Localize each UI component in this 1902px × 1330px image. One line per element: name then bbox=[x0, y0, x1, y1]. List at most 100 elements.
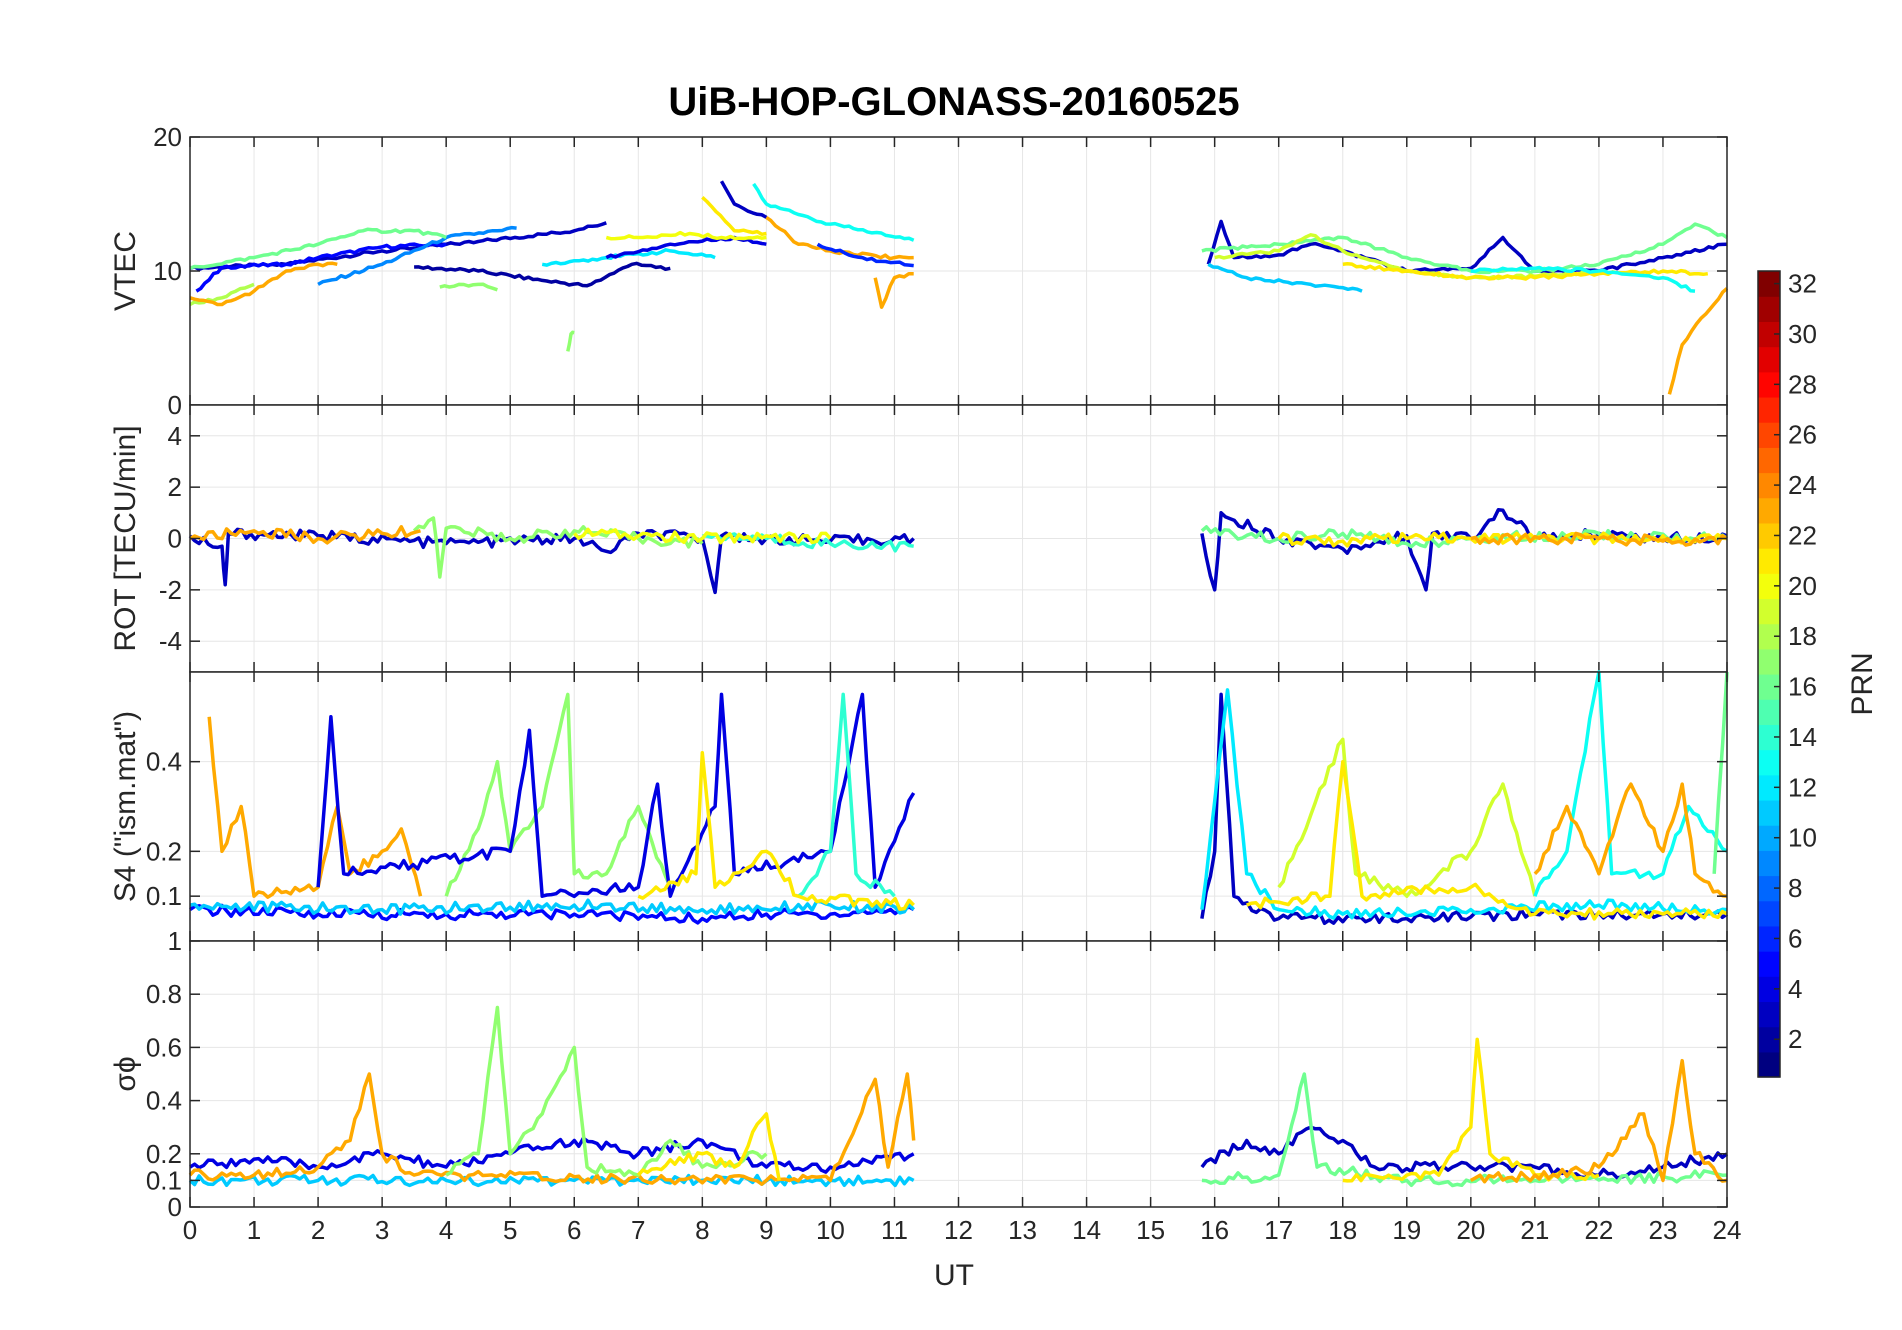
series-prn-21 bbox=[1246, 759, 1728, 921]
series-prn-21 bbox=[1342, 262, 1709, 281]
series-prn-23 bbox=[873, 271, 914, 309]
series-prn-13 bbox=[752, 182, 915, 242]
y-tick-label: 0.2 bbox=[146, 1139, 182, 1169]
y-axis-label: σϕ bbox=[109, 1056, 142, 1091]
series-prn-4 bbox=[189, 1136, 915, 1174]
series-prn-21 bbox=[701, 196, 767, 237]
series-prn-23 bbox=[765, 215, 914, 261]
colorbar-band-prn-1 bbox=[1758, 1051, 1780, 1078]
y-tick-label: 0.1 bbox=[146, 1165, 182, 1195]
series-prn-18 bbox=[189, 282, 255, 307]
x-tick-label: 5 bbox=[503, 1215, 517, 1245]
colorbar-band-prn-2 bbox=[1758, 1026, 1780, 1053]
panel-sigma_phi: 0 1 2 3 4 5 6 7 8 9 10 11 12 13 14 15 16 17 18 19 20 21 22 23 24… bbox=[109, 926, 1741, 1245]
series-prn-13 bbox=[1533, 670, 1728, 897]
series-prn-23 bbox=[1469, 1058, 1728, 1184]
series-prn-16 bbox=[1201, 1072, 1728, 1188]
x-tick-label: 13 bbox=[1008, 1215, 1037, 1245]
colorbar-band-prn-5 bbox=[1758, 951, 1780, 977]
x-tick-label: 10 bbox=[816, 1215, 845, 1245]
y-axis-label: VTEC bbox=[109, 231, 142, 311]
y-axis-label: ROT [TECU/min] bbox=[109, 425, 142, 651]
y-tick-label: -4 bbox=[159, 626, 182, 656]
colorbar-band-prn-14 bbox=[1758, 724, 1780, 751]
series-prn-23 bbox=[207, 716, 423, 899]
series-prn-6 bbox=[816, 242, 914, 268]
y-tick-label: -2 bbox=[159, 575, 182, 605]
colorbar-band-prn-28 bbox=[1758, 371, 1780, 398]
series-prn-9 bbox=[317, 225, 517, 286]
series-prn-4 bbox=[316, 692, 916, 899]
y-tick-label: 0.6 bbox=[146, 1032, 182, 1062]
y-tick-label: 0.2 bbox=[146, 836, 182, 866]
y-tick-label: 4 bbox=[168, 421, 182, 451]
x-tick-label: 11 bbox=[881, 1215, 908, 1245]
series-prn-13 bbox=[1470, 265, 1696, 293]
x-tick-label: 9 bbox=[759, 1215, 773, 1245]
series-prn-23 bbox=[1470, 531, 1728, 547]
series-prn-17 bbox=[566, 330, 575, 352]
series-prn-16 bbox=[189, 227, 447, 270]
series-prn-11 bbox=[189, 898, 916, 916]
series-prn-17 bbox=[445, 1005, 768, 1178]
series-prn-17 bbox=[444, 692, 672, 897]
colorbar-band-prn-27 bbox=[1758, 396, 1780, 423]
series-prn-2 bbox=[414, 261, 671, 288]
colorbar-band-prn-29 bbox=[1758, 346, 1780, 373]
x-tick-label: 19 bbox=[1392, 1215, 1421, 1245]
colorbar-tick-label: 18 bbox=[1788, 621, 1817, 651]
y-axis-label: S4 ("ism.mat") bbox=[109, 711, 142, 902]
colorbar-label: PRN bbox=[1846, 652, 1879, 715]
x-tick-label: 4 bbox=[439, 1215, 453, 1245]
colorbar-tick-label: 12 bbox=[1788, 772, 1817, 802]
colorbar-tick-label: 32 bbox=[1788, 269, 1817, 299]
colorbar-band-prn-6 bbox=[1758, 925, 1780, 952]
series-prn-3 bbox=[188, 527, 915, 595]
colorbar-band-prn-9 bbox=[1758, 850, 1780, 877]
series-prn-21 bbox=[637, 1112, 781, 1181]
chart-title: UiB-HOP-GLONASS-20160525 bbox=[668, 80, 1239, 124]
colorbar-tick-label: 4 bbox=[1788, 974, 1802, 1004]
colorbar-band-prn-31 bbox=[1758, 296, 1780, 322]
y-tick-label: 1 bbox=[168, 926, 182, 956]
y-tick-label: 0 bbox=[168, 524, 182, 554]
x-tick-label: 3 bbox=[375, 1215, 389, 1245]
x-tick-label: 12 bbox=[944, 1215, 973, 1245]
x-tick-label: 18 bbox=[1328, 1215, 1357, 1245]
series-prn-23 bbox=[1533, 782, 1728, 898]
panel-vtec: 0 10 20 VTEC bbox=[109, 122, 1729, 420]
x-tick-label: 23 bbox=[1648, 1215, 1677, 1245]
colorbar-tick-label: 22 bbox=[1788, 520, 1817, 550]
y-tick-label: 0 bbox=[168, 1192, 182, 1222]
x-tick-label: 7 bbox=[631, 1215, 645, 1245]
colorbar-band-prn-26 bbox=[1758, 422, 1780, 448]
series-prn-5 bbox=[195, 241, 447, 293]
colorbar-frame bbox=[1757, 270, 1781, 1078]
x-tick-label: 24 bbox=[1713, 1215, 1742, 1245]
colorbar-tick-label: 20 bbox=[1788, 571, 1817, 601]
x-tick-label: 20 bbox=[1456, 1215, 1485, 1245]
colorbar-band-prn-15 bbox=[1758, 699, 1780, 725]
series-prn-3 bbox=[719, 180, 768, 219]
colorbar-band-prn-12 bbox=[1758, 774, 1780, 801]
colorbar-band-prn-21 bbox=[1758, 548, 1780, 574]
x-tick-label: 1 bbox=[247, 1215, 261, 1245]
series-prn-5 bbox=[189, 903, 915, 925]
series-prn-20 bbox=[573, 527, 832, 545]
series-prn-19 bbox=[1277, 737, 1537, 898]
colorbar-tick-label: 2 bbox=[1788, 1024, 1802, 1054]
x-tick-label: 6 bbox=[567, 1215, 581, 1245]
y-tick-label: 10 bbox=[153, 256, 182, 286]
x-tick-label: 0 bbox=[183, 1215, 197, 1245]
colorbar-band-prn-16 bbox=[1758, 674, 1780, 700]
colorbar-tick-label: 24 bbox=[1788, 470, 1817, 500]
x-tick-label: 2 bbox=[311, 1215, 325, 1245]
colorbar-tick-label: 26 bbox=[1788, 420, 1817, 450]
colorbar-tick-label: 14 bbox=[1788, 722, 1817, 752]
colorbar-band-prn-3 bbox=[1758, 1001, 1780, 1028]
colorbar-tick-label: 28 bbox=[1788, 369, 1817, 399]
series-prn-17 bbox=[439, 282, 498, 292]
x-tick-label: 8 bbox=[695, 1215, 709, 1245]
